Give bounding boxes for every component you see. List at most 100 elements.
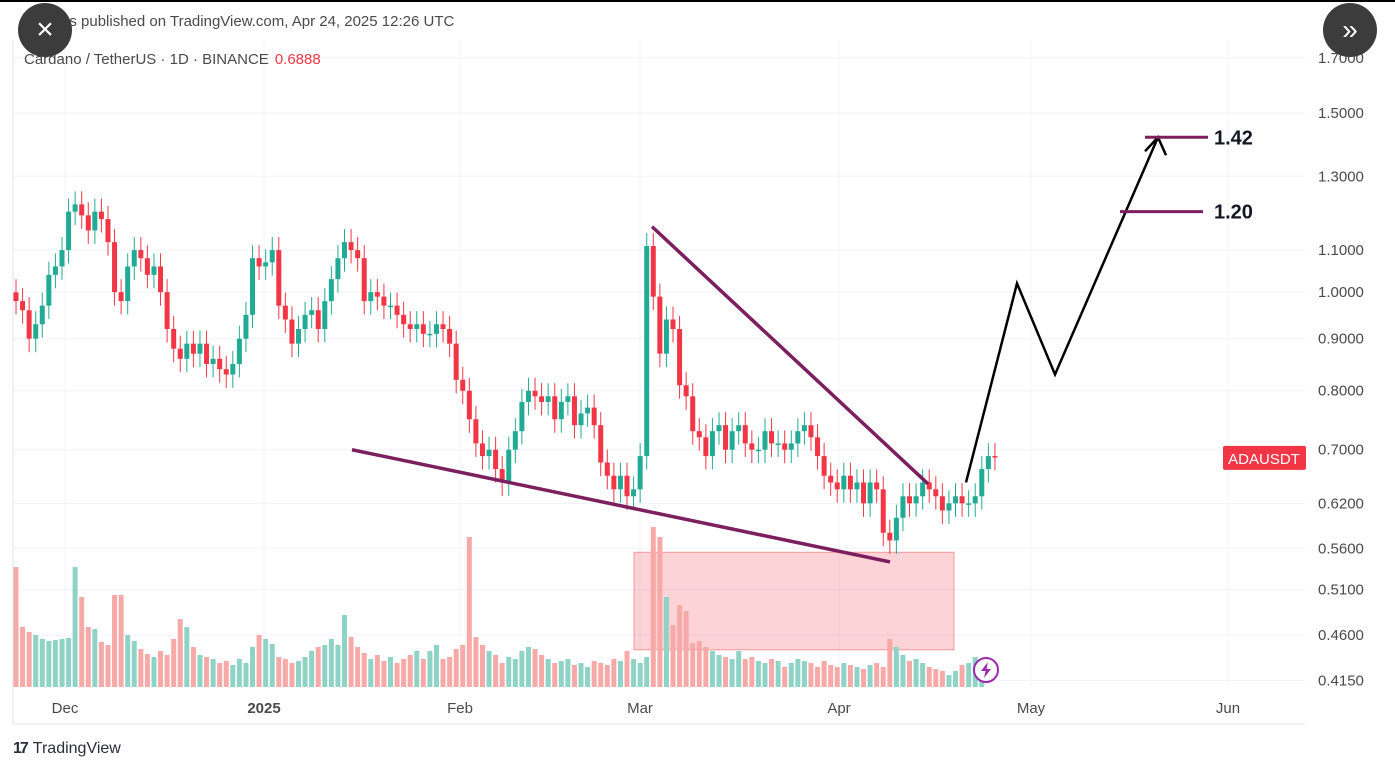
candle-body	[473, 419, 479, 444]
volume-bar	[85, 627, 91, 687]
expand-button[interactable]: »	[1323, 3, 1377, 57]
candle-body	[39, 305, 45, 325]
tradingview-footer[interactable]: 17 TradingView	[13, 740, 121, 758]
volume-bar	[926, 667, 932, 687]
volume-bar	[381, 661, 387, 687]
candle-body	[217, 358, 223, 370]
candle-body	[72, 204, 78, 212]
symbol-tag-label: ADAUSDT	[1228, 451, 1300, 468]
candle-body	[394, 305, 400, 315]
volume-bar	[374, 655, 380, 687]
candle-body	[499, 469, 505, 483]
candle-body	[585, 407, 591, 414]
volume-bar	[105, 645, 111, 687]
candle-body	[539, 396, 545, 402]
volume-bar	[98, 642, 104, 687]
volume-bar	[309, 651, 315, 687]
candle-body	[131, 250, 137, 267]
volume-bar	[841, 663, 847, 687]
volume-bar	[499, 663, 505, 687]
candle-body	[236, 338, 242, 364]
time-tick-label: Dec	[52, 700, 79, 717]
volume-bar	[112, 595, 118, 687]
volume-bar	[591, 661, 597, 687]
time-tick-label: May	[1017, 700, 1046, 717]
candle-body	[335, 258, 341, 280]
volume-bar	[289, 663, 295, 687]
candle-body	[959, 496, 965, 504]
volume-bar	[657, 537, 663, 687]
candle-body	[322, 301, 328, 330]
volume-bar	[204, 657, 210, 687]
volume-bar	[861, 669, 867, 687]
volume-bar	[322, 645, 328, 687]
candle-body	[447, 329, 453, 344]
volume-bar	[617, 661, 623, 687]
volume-bar	[407, 655, 413, 687]
volume-bar	[33, 635, 39, 687]
candle-body	[466, 390, 472, 420]
candle-body	[815, 437, 821, 457]
upper-trendline	[650, 225, 930, 486]
price-tick-label: 0.8000	[1318, 383, 1364, 400]
volume-bar	[223, 661, 229, 687]
volume-bar	[624, 651, 630, 687]
price-tick-label: 1.5000	[1318, 105, 1364, 122]
candle-body	[611, 475, 617, 490]
target-label: 1.20	[1214, 202, 1253, 224]
candle-body	[59, 250, 65, 267]
candle-body	[348, 242, 354, 251]
volume-bar	[966, 663, 972, 687]
volume-bar	[256, 635, 262, 687]
candle-body	[296, 329, 302, 344]
candle-body	[158, 266, 164, 293]
candle-body	[460, 379, 466, 391]
volume-bar	[690, 643, 696, 687]
candle-body	[289, 319, 295, 344]
volume-bar	[644, 657, 650, 687]
candle-body	[164, 292, 170, 330]
candle-body	[243, 314, 249, 339]
candle-body	[736, 425, 742, 432]
volume-bar	[348, 637, 354, 687]
volume-bar	[460, 645, 466, 687]
symbol-tag-bg	[1223, 445, 1306, 470]
candle-body	[506, 449, 512, 483]
price-tick-label: 0.7000	[1318, 442, 1364, 459]
volume-bar	[342, 615, 347, 687]
candle-body	[453, 343, 459, 380]
candle-body	[171, 329, 177, 349]
volume-bar	[39, 639, 45, 687]
candle-body	[13, 292, 19, 302]
time-tick-label: 2025	[247, 700, 280, 717]
last-price: 0.6888	[274, 51, 321, 68]
candle-body	[867, 482, 873, 504]
volume-bar	[808, 663, 814, 687]
volume-bar	[466, 537, 472, 687]
candle-body	[953, 496, 959, 504]
candle-body	[716, 425, 722, 432]
volume-bar	[125, 635, 131, 687]
close-button[interactable]: ×	[18, 3, 72, 57]
candle-body	[105, 219, 111, 243]
candle-body	[26, 310, 32, 339]
volume-bar	[775, 661, 781, 687]
candle-body	[841, 475, 847, 490]
volume-bar	[545, 659, 551, 687]
candle-body	[368, 292, 374, 302]
volume-bar	[335, 645, 341, 687]
volume-bar	[230, 665, 236, 687]
candle-body	[939, 496, 945, 511]
volume-bar	[558, 661, 564, 687]
volume-bar	[637, 663, 643, 687]
candle-body	[578, 413, 584, 426]
volume-bar	[913, 659, 919, 687]
candle-body	[46, 274, 52, 306]
candle-body	[525, 390, 531, 402]
candle-body	[269, 250, 275, 263]
volume-bar	[387, 657, 393, 687]
candle-body	[66, 211, 72, 251]
volume-bar	[539, 655, 545, 687]
candle-body	[972, 496, 978, 504]
